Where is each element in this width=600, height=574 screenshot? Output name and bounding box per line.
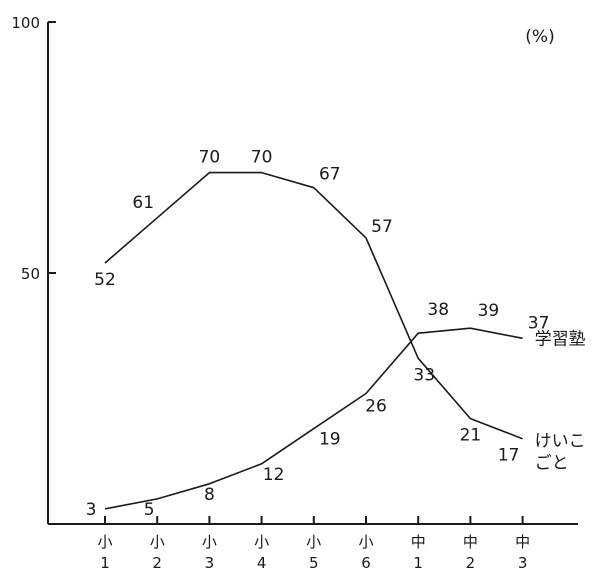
x-tick-label-top: 小 xyxy=(254,533,269,551)
data-label: 70 xyxy=(251,148,273,168)
data-label: 57 xyxy=(371,217,393,237)
x-tick-label-bottom: 2 xyxy=(152,554,162,572)
series-name: 学習塾 xyxy=(535,328,586,349)
data-label: 3 xyxy=(86,500,97,520)
data-label: 67 xyxy=(319,165,341,185)
x-tick-label-top: 小 xyxy=(150,533,165,551)
data-label: 5 xyxy=(144,500,155,520)
x-tick-label-top: 小 xyxy=(306,533,321,551)
x-tick-label-bottom: 5 xyxy=(309,554,319,572)
data-label: 52 xyxy=(94,270,116,290)
data-label: 33 xyxy=(413,365,435,385)
x-tick-label-top: 中 xyxy=(515,533,530,551)
x-tick-label-top: 小 xyxy=(358,533,373,551)
data-label: 12 xyxy=(263,465,285,485)
data-label: 19 xyxy=(319,430,341,450)
data-label: 38 xyxy=(427,300,449,320)
series-line xyxy=(104,171,523,440)
x-tick-label-bottom: 3 xyxy=(205,554,215,572)
data-label: 8 xyxy=(204,485,215,505)
data-label: 61 xyxy=(132,193,154,213)
y-ticks: 100 50 xyxy=(11,14,56,283)
x-ticks: 小 1 小 2 小 3 小 4 小 5 小 6 中 1 中 2 中 3 xyxy=(97,516,530,572)
x-tick-label-top: 中 xyxy=(463,533,478,551)
series-name: ごと xyxy=(535,454,569,474)
data-label: 26 xyxy=(365,396,387,416)
data-label: 17 xyxy=(498,446,520,466)
x-tick-label-bottom: 2 xyxy=(466,554,476,572)
x-tick-label-top: 中 xyxy=(411,533,426,551)
data-label: 37 xyxy=(528,313,550,333)
x-tick-label-bottom: 4 xyxy=(257,554,267,572)
data-labels: 52 61 70 70 67 57 33 21 17 3 5 8 12 19 26 38 39 37 xyxy=(86,148,550,520)
series-line xyxy=(104,327,523,510)
y-tick-label: 100 xyxy=(11,14,40,32)
x-tick-label-top: 小 xyxy=(97,533,112,551)
data-label: 39 xyxy=(478,301,500,321)
x-tick-label-bottom: 6 xyxy=(361,554,371,572)
x-tick-label-top: 小 xyxy=(202,533,217,551)
series-name: けいこ xyxy=(535,432,586,452)
data-label: 70 xyxy=(199,148,221,168)
data-label: 21 xyxy=(460,426,482,446)
series-lines xyxy=(104,171,523,510)
unit-label: (%) xyxy=(525,27,554,47)
x-tick-label-bottom: 3 xyxy=(518,554,528,572)
x-tick-label-bottom: 1 xyxy=(100,554,110,572)
x-tick-label-bottom: 1 xyxy=(413,554,423,572)
y-tick-label: 50 xyxy=(21,265,40,283)
